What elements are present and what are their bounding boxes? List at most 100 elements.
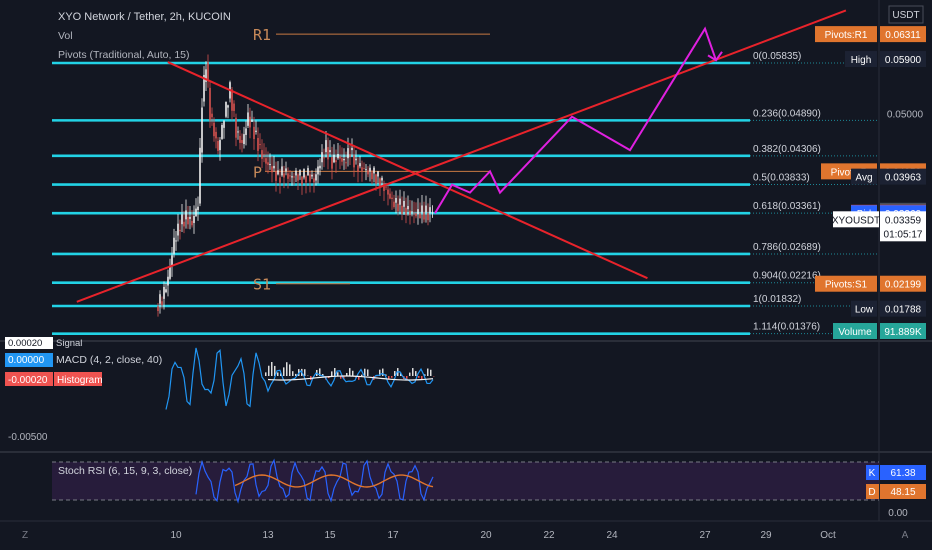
candle bbox=[339, 156, 341, 159]
candle bbox=[369, 167, 371, 172]
price-tag-value-bg bbox=[880, 51, 926, 68]
price-tag-label-bg bbox=[815, 275, 877, 292]
candle bbox=[245, 128, 247, 135]
candle bbox=[409, 210, 411, 216]
candle bbox=[269, 163, 271, 165]
auto-scale-toggle[interactable]: A bbox=[902, 530, 909, 541]
candle bbox=[349, 154, 351, 157]
candle bbox=[285, 168, 287, 172]
macd-histogram-bar bbox=[400, 372, 402, 376]
symbol-tag-countdown: 01:05:17 bbox=[884, 229, 923, 240]
candle bbox=[371, 172, 373, 180]
candle bbox=[259, 144, 261, 146]
candle bbox=[257, 137, 259, 151]
macd-legend[interactable]: MACD (4, 2, close, 40) bbox=[56, 354, 162, 366]
price-tag-label: Low bbox=[855, 305, 874, 316]
candle bbox=[367, 170, 369, 175]
macd-histogram-bar bbox=[358, 376, 360, 380]
candle bbox=[323, 157, 325, 159]
fib-retracement[interactable]: 0(0.05835) 0.236(0.04890) 0.382(0.04306) 0.… bbox=[52, 51, 879, 335]
candle bbox=[189, 216, 191, 219]
stoch-legend[interactable]: Stoch RSI (6, 15, 9, 3, close) bbox=[58, 465, 192, 477]
candle bbox=[265, 158, 267, 164]
price-tag-label: Pivots:R1 bbox=[825, 30, 868, 41]
time-axis-tick: 22 bbox=[543, 530, 555, 541]
macd-histogram-bar bbox=[418, 376, 420, 378]
macd-histogram-bar bbox=[379, 369, 381, 376]
signal-label: Signal bbox=[56, 338, 82, 349]
candle bbox=[325, 140, 327, 153]
stoch-band bbox=[52, 462, 879, 500]
price-tag-label: Avg bbox=[855, 173, 872, 184]
candle bbox=[363, 168, 365, 170]
candlestick-series[interactable] bbox=[157, 54, 434, 317]
macd-histogram-bar bbox=[271, 362, 273, 376]
fib-level-label: 0.618(0.03361) bbox=[753, 201, 821, 212]
macd-histogram-bar bbox=[427, 368, 429, 376]
candle bbox=[309, 174, 311, 182]
candle bbox=[215, 131, 217, 139]
macd-histogram-bar bbox=[361, 374, 363, 376]
candle bbox=[185, 210, 187, 220]
macd-histogram-bar bbox=[337, 372, 339, 376]
time-axis[interactable]: 10 13 15 17 20 22 24 27 29 Oct bbox=[170, 530, 836, 541]
candle bbox=[301, 176, 303, 185]
macd-line bbox=[165, 347, 434, 410]
candle bbox=[183, 221, 185, 227]
time-axis-tick: 10 bbox=[170, 530, 182, 541]
candle bbox=[227, 105, 229, 108]
vol-legend[interactable]: Vol bbox=[58, 30, 73, 42]
candle bbox=[277, 170, 279, 175]
candle bbox=[407, 205, 409, 210]
d-label: D bbox=[868, 487, 875, 498]
candle bbox=[427, 212, 429, 221]
symbol-tag-label: XYOUSDT bbox=[832, 215, 880, 226]
price-tag-value: 0.05900 bbox=[885, 55, 922, 66]
log-scale-toggle[interactable]: Z bbox=[22, 530, 28, 541]
fib-level-label: 0.786(0.02689) bbox=[753, 242, 821, 253]
candle bbox=[419, 213, 421, 219]
candle bbox=[379, 178, 381, 188]
candle bbox=[161, 301, 163, 306]
price-tag-label: High bbox=[851, 55, 872, 66]
fib-level-label: 0.904(0.02216) bbox=[753, 271, 821, 282]
candle bbox=[291, 176, 293, 178]
macd-histogram-bar bbox=[367, 369, 369, 376]
candle bbox=[343, 158, 345, 161]
macd-series bbox=[165, 347, 435, 410]
candle bbox=[401, 205, 403, 215]
price-tag-value-bg bbox=[880, 300, 926, 317]
pivot-mark-label: S1 bbox=[253, 276, 271, 294]
projection-path[interactable] bbox=[434, 26, 717, 214]
time-axis-tick: 29 bbox=[760, 530, 772, 541]
macd-histogram-bar bbox=[295, 373, 297, 376]
candle bbox=[219, 140, 221, 151]
macd-histogram-bar bbox=[364, 368, 366, 376]
price-projection[interactable] bbox=[434, 26, 723, 214]
candle bbox=[253, 126, 255, 140]
candle bbox=[403, 200, 405, 207]
candle bbox=[375, 174, 377, 184]
price-tag-value: 0.01788 bbox=[885, 305, 922, 316]
macd-histogram-bar bbox=[340, 376, 342, 379]
currency-button[interactable] bbox=[888, 5, 924, 24]
trendline-descending[interactable] bbox=[167, 61, 648, 280]
price-tag-label: Pivots:S1 bbox=[825, 280, 868, 291]
candle bbox=[179, 229, 181, 232]
macd-value: 0.00000 bbox=[8, 355, 45, 366]
candle bbox=[293, 176, 295, 178]
candle bbox=[383, 183, 385, 191]
pivots-legend[interactable]: Pivots (Traditional, Auto, 15) bbox=[58, 49, 190, 61]
price-tag-value: 91.889K bbox=[884, 327, 922, 338]
time-axis-tick: 27 bbox=[699, 530, 711, 541]
candle bbox=[381, 177, 383, 181]
price-tag-label-bg bbox=[845, 51, 877, 68]
symbol-tag-bg bbox=[833, 211, 879, 228]
d-value-tag bbox=[880, 484, 926, 499]
candle bbox=[169, 266, 171, 279]
macd-histogram-bar bbox=[430, 369, 432, 376]
candle bbox=[313, 178, 315, 183]
price-tag-value-bg bbox=[880, 26, 926, 43]
candle bbox=[361, 167, 363, 171]
